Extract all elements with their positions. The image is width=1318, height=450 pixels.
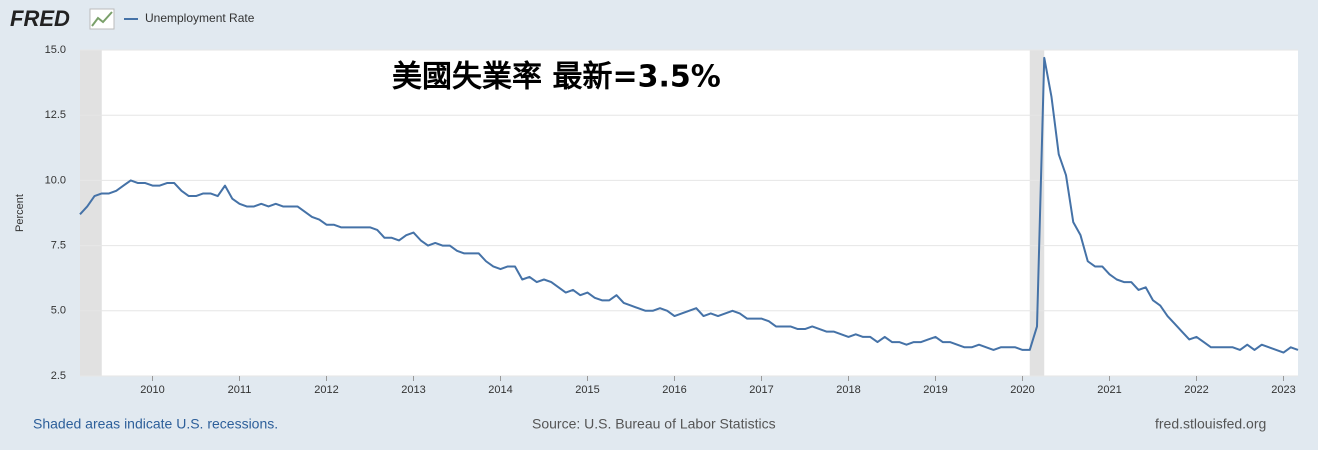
y-axis-label: Percent: [14, 194, 26, 232]
annotation: 美國失業率 最新=3.5%: [392, 60, 721, 95]
recession-note[interactable]: Shaded areas indicate U.S. recessions.: [33, 416, 278, 432]
x-tick-label: 2011: [228, 384, 252, 396]
x-tick-label: 2021: [1097, 384, 1121, 396]
y-tick-label: 5.0: [51, 305, 66, 317]
recession-shade: [1029, 50, 1045, 376]
logo-icon-line: [91, 11, 113, 27]
y-tick-label: 15.0: [45, 44, 66, 56]
legend-label: Unemployment Rate: [145, 11, 255, 25]
plot-area: [80, 50, 1298, 376]
x-tick-label: 2012: [314, 384, 338, 396]
y-tick-label: 7.5: [51, 240, 66, 252]
x-tick-label: 2018: [836, 384, 860, 396]
logo-icon: [89, 8, 115, 30]
y-tick-label: 10.0: [45, 174, 66, 186]
source: Source: U.S. Bureau of Labor Statistics: [532, 416, 776, 432]
logo: FRED: [10, 6, 70, 31]
x-tick-label: 2020: [1010, 384, 1034, 396]
x-tick-label: 2023: [1271, 384, 1295, 396]
x-tick-label: 2013: [401, 384, 425, 396]
y-tick-label: 12.5: [45, 109, 66, 121]
credit[interactable]: fred.stlouisfed.org: [1155, 416, 1266, 432]
x-tick-label: 2014: [488, 384, 512, 396]
recession-shade: [80, 50, 102, 376]
x-tick-label: 2016: [662, 384, 686, 396]
x-tick-label: 2019: [923, 384, 947, 396]
x-tick-label: 2015: [575, 384, 599, 396]
y-tick-label: 2.5: [51, 370, 66, 382]
x-tick-label: 2017: [749, 384, 773, 396]
x-tick-label: 2022: [1184, 384, 1208, 396]
x-tick-label: 2010: [140, 384, 164, 396]
series-line: [79, 56, 1299, 354]
